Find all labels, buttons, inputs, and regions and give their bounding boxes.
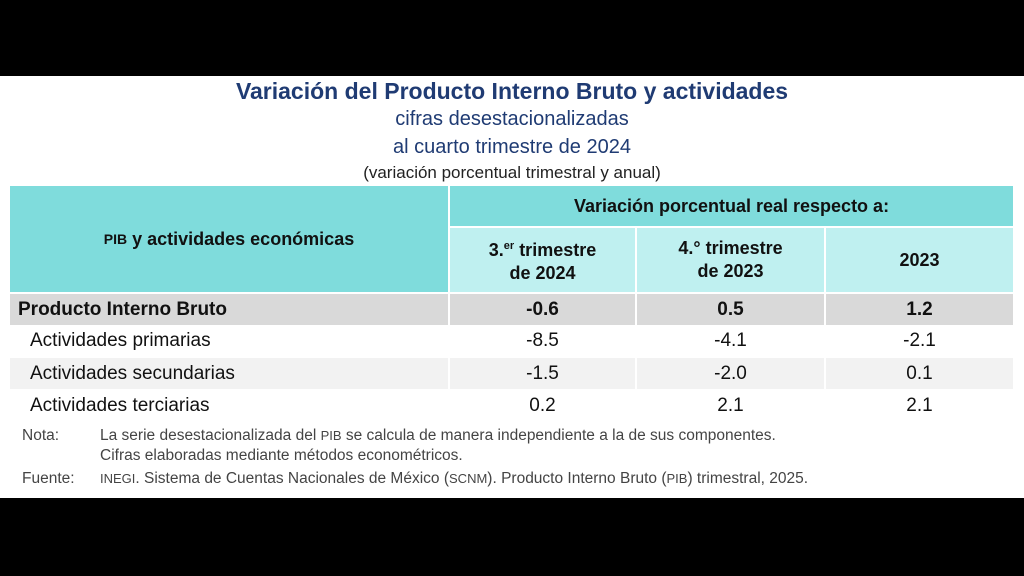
- subtitle-period: al cuarto trimestre de 2024: [393, 136, 631, 158]
- col1-post: trimestre: [514, 240, 597, 260]
- subtitle-units: (variación porcentual trimestral y anual…: [363, 163, 661, 182]
- row-value: 1.2: [906, 298, 933, 320]
- header-activities-label: y actividades económicas: [127, 228, 355, 249]
- header-activities: PIB y actividades económicas: [10, 186, 448, 292]
- table-row: Actividades terciarias 0.2 2.1 2.1: [10, 390, 1013, 421]
- col1-pre: 3.: [488, 240, 504, 260]
- row-value: 2.1: [906, 394, 933, 416]
- note-line-2: Cifras elaboradas mediante métodos econo…: [22, 447, 1012, 467]
- source-label: Fuente:: [22, 470, 75, 487]
- note-label: Nota:: [22, 427, 60, 444]
- col1-line2: de 2024: [509, 263, 576, 283]
- row-label: Producto Interno Bruto: [18, 298, 227, 320]
- row-value: -0.6: [526, 298, 559, 320]
- table-document: Variación del Producto Interno Bruto y a…: [0, 76, 1024, 498]
- row-value: -2.1: [903, 329, 936, 351]
- row-value: -1.5: [526, 362, 559, 384]
- row-value: -4.1: [714, 329, 747, 351]
- source-text: INEGI. Sistema de Cuentas Nacionales de …: [100, 470, 809, 487]
- row-value: 0.1: [906, 362, 933, 384]
- row-label: Actividades terciarias: [30, 394, 210, 416]
- row-label: Actividades secundarias: [30, 362, 235, 384]
- note-text: La serie desestacionalizada del PIB se c…: [100, 427, 776, 444]
- subtitle-seasonal: cifras desestacionalizadas: [395, 108, 629, 130]
- row-value: -2.0: [714, 362, 747, 384]
- row-value: 0.5: [717, 298, 744, 320]
- col2-line2: de 2023: [697, 261, 764, 281]
- header-col-q4-2023: 4.° trimestre de 2023: [637, 228, 824, 292]
- col2-line1: 4.° trimestre: [678, 238, 783, 258]
- header-col-q3-2024: 3.er trimestre de 2024: [450, 228, 635, 292]
- row-value: 0.2: [529, 394, 556, 416]
- note-text-2: Cifras elaboradas mediante métodos econo…: [100, 447, 463, 464]
- table-row: Actividades primarias -8.5 -4.1 -2.1: [10, 325, 1013, 356]
- col3-label: 2023: [899, 249, 940, 270]
- page-title: Variación del Producto Interno Bruto y a…: [235, 78, 789, 104]
- table-row: Producto Interno Bruto -0.6 0.5 1.2: [10, 294, 1013, 325]
- row-label: Actividades primarias: [30, 329, 211, 351]
- header-col-2023: 2023: [826, 228, 1013, 292]
- header-group: Variación porcentual real respecto a:: [450, 186, 1013, 226]
- table-row: Actividades secundarias -1.5 -2.0 0.1: [10, 358, 1013, 389]
- row-value: -8.5: [526, 329, 559, 351]
- note-line-1: Nota: La serie desestacionalizada del PI…: [22, 427, 1012, 447]
- source-line: Fuente: INEGI. Sistema de Cuentas Nacion…: [22, 470, 1012, 490]
- col1-sup: er: [503, 240, 515, 252]
- row-value: 2.1: [717, 394, 744, 416]
- header-abbr: PIB: [103, 231, 128, 247]
